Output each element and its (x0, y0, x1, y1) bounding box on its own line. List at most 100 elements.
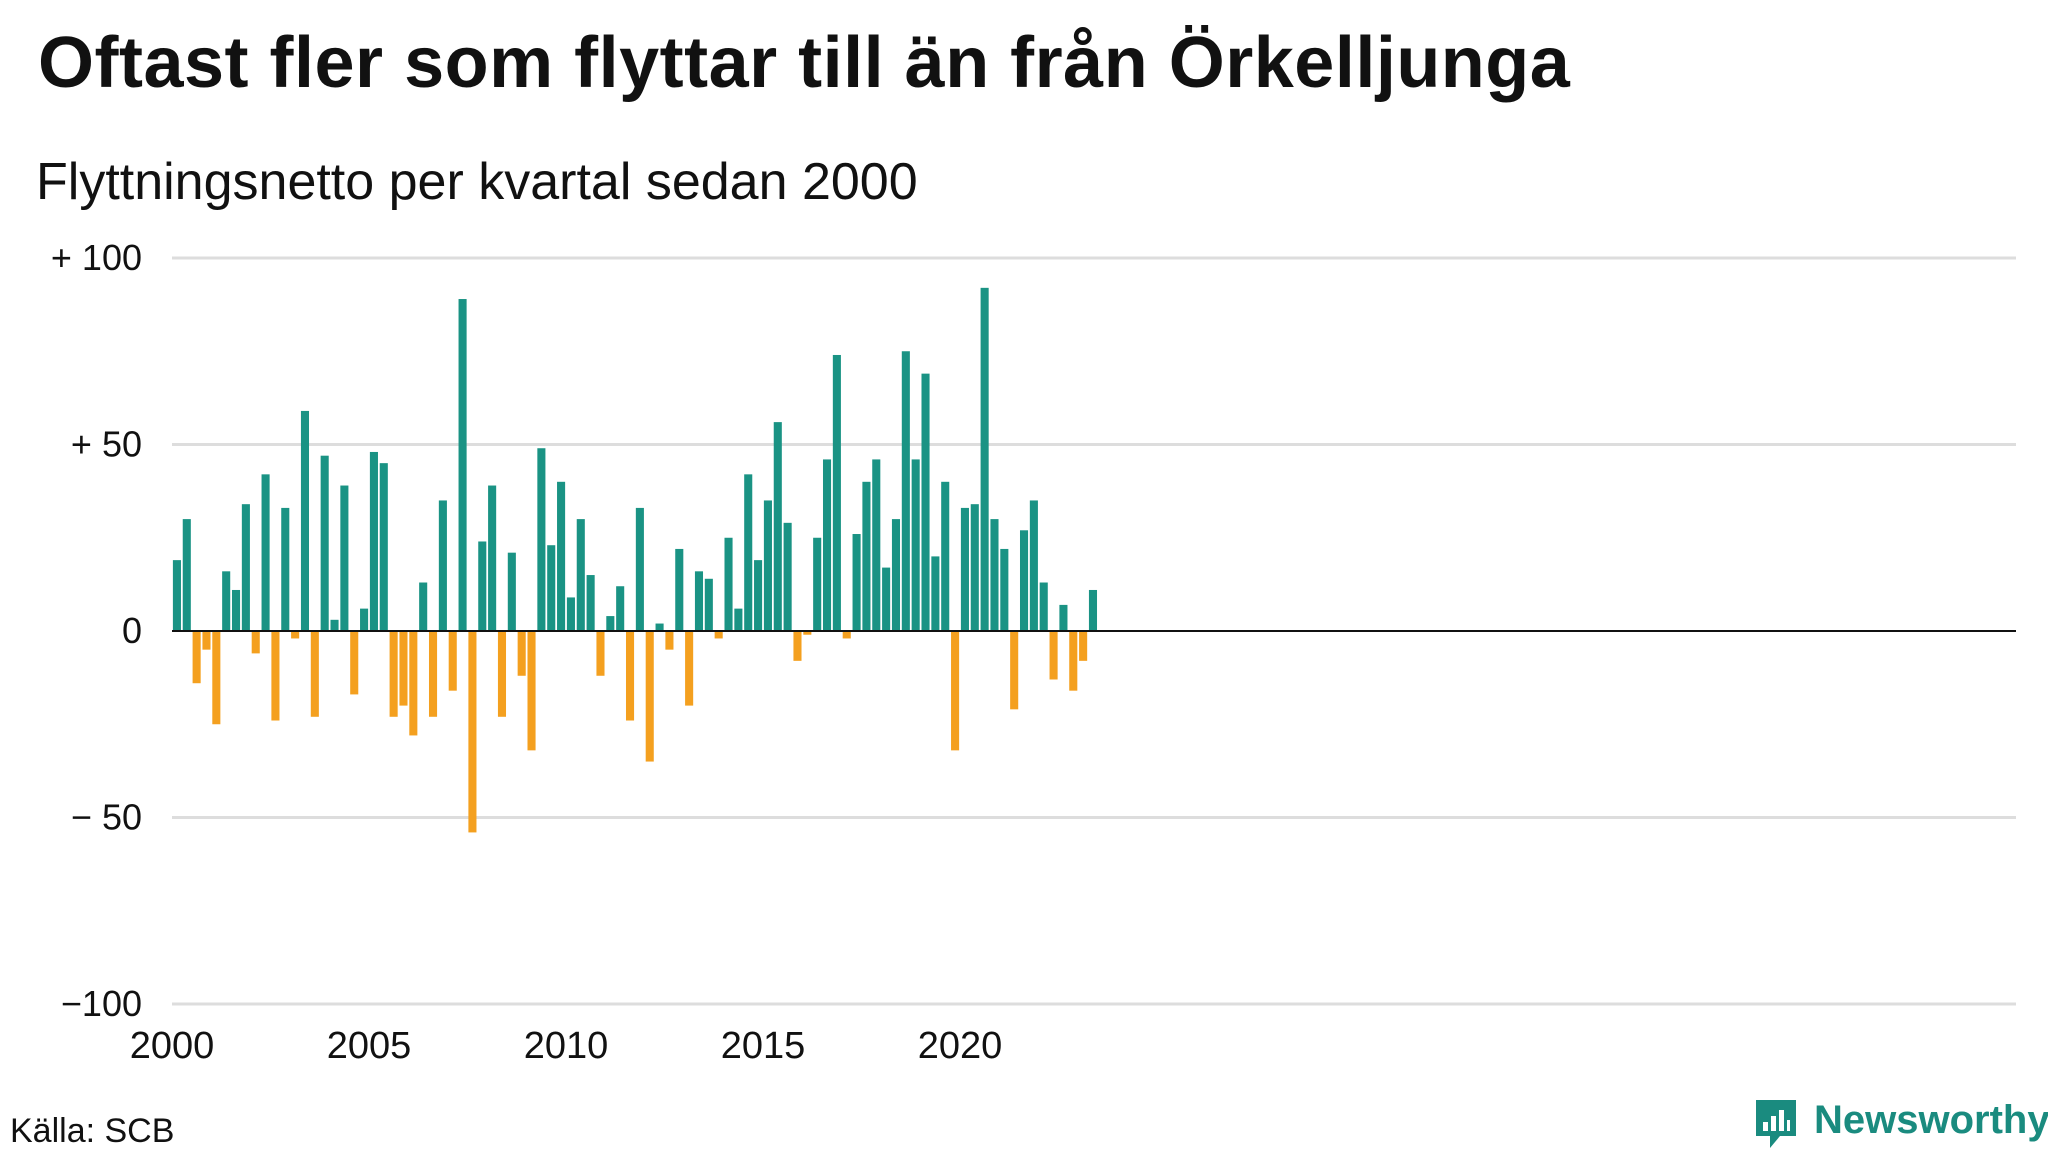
bar (813, 537, 822, 631)
y-tick-label: 0 (122, 610, 142, 651)
bar (645, 631, 654, 762)
bar (872, 459, 881, 631)
bar (754, 560, 763, 631)
bar (783, 522, 792, 631)
bar (379, 463, 388, 631)
brand-logo: Newsworthy (1752, 1096, 2048, 1152)
bar (803, 631, 812, 635)
bar (527, 631, 536, 751)
bar (399, 631, 408, 706)
bar (261, 474, 270, 631)
bar (320, 455, 329, 631)
bar (369, 451, 378, 631)
bar (704, 578, 713, 631)
bar (231, 589, 241, 631)
newsworthy-logo-icon (1756, 1100, 1796, 1148)
bar (1010, 631, 1019, 710)
bar (734, 608, 743, 631)
bar (665, 631, 674, 650)
bar (616, 586, 625, 631)
bar (1079, 631, 1088, 661)
bar (330, 619, 339, 631)
bar (724, 537, 733, 631)
bar (419, 582, 428, 631)
bar (685, 631, 694, 706)
bar (517, 631, 526, 676)
bar (675, 548, 684, 631)
y-tick-label: + 100 (51, 237, 142, 278)
bar (980, 287, 989, 631)
x-tick-label: 2000 (130, 1025, 215, 1067)
bar (458, 299, 467, 631)
chart-title: Oftast fler som flyttar till än från Örk… (38, 23, 1571, 103)
x-tick-label: 2010 (524, 1025, 609, 1067)
bar (1019, 530, 1029, 631)
bar (1000, 548, 1009, 631)
bar (172, 560, 181, 631)
bar (901, 351, 910, 631)
chart-subtitle: Flyttningsnetto per kvartal sedan 2000 (36, 153, 918, 211)
bar (970, 504, 979, 631)
bar (557, 481, 566, 631)
bar (990, 519, 999, 631)
bar (951, 631, 960, 751)
bar (212, 631, 221, 725)
x-tick-label: 2020 (918, 1025, 1003, 1067)
bar (793, 631, 802, 661)
bar (340, 485, 349, 631)
bar (1029, 500, 1038, 631)
y-tick-label: − 50 (71, 797, 142, 838)
bar (960, 507, 969, 631)
grid-lines (172, 256, 2016, 1006)
x-tick-label: 2005 (327, 1025, 412, 1067)
bar (300, 410, 310, 631)
bar (842, 631, 851, 639)
source-note: Källa: SCB (10, 1112, 175, 1150)
brand-name: Newsworthy (1814, 1098, 2048, 1142)
bar (192, 631, 201, 684)
bar (281, 507, 290, 631)
bar (1059, 604, 1068, 631)
bar (222, 571, 231, 631)
bar (182, 519, 191, 631)
bar (271, 631, 280, 721)
bar (507, 552, 516, 631)
bar (694, 571, 704, 631)
x-tick-label: 2015 (721, 1025, 806, 1067)
bar (596, 631, 605, 676)
bar (478, 541, 487, 631)
bar (714, 631, 723, 639)
bar (891, 519, 901, 631)
bar (931, 556, 940, 631)
bar (1039, 582, 1048, 631)
bar (291, 631, 300, 639)
bar (241, 504, 250, 631)
bar (882, 567, 891, 631)
bar (862, 481, 871, 631)
bar (310, 631, 319, 717)
bar (773, 422, 782, 631)
bar (941, 481, 950, 631)
bar (547, 545, 556, 631)
bar (625, 631, 635, 721)
bar (488, 485, 497, 631)
bar (537, 448, 546, 631)
bar (763, 500, 772, 631)
bar (202, 631, 211, 650)
bar (1049, 631, 1058, 680)
bar (409, 631, 418, 736)
bar (655, 623, 664, 631)
bar (606, 616, 615, 631)
bar (576, 519, 585, 631)
bar (497, 631, 507, 717)
bar (448, 631, 457, 691)
bar (852, 534, 861, 631)
bar (744, 474, 753, 631)
x-axis-labels: 2000 2005 2010 2015 2020 (130, 1025, 1003, 1067)
bar (1088, 589, 1098, 631)
bar (566, 597, 575, 631)
bar (911, 459, 920, 631)
bar (832, 354, 841, 631)
bar (389, 631, 398, 717)
